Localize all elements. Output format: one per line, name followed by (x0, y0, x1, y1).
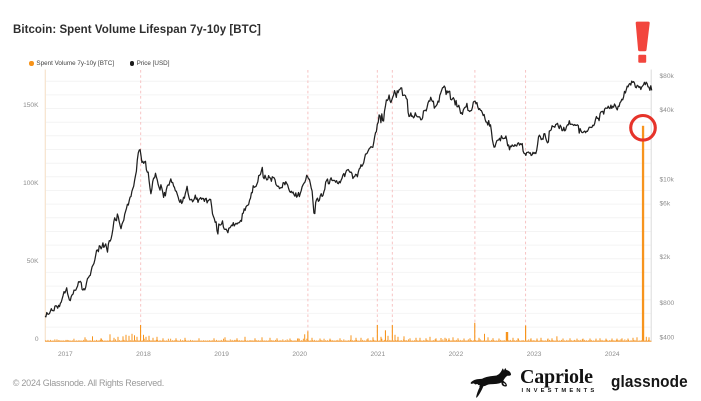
svg-text:2017: 2017 (58, 351, 73, 358)
svg-text:100K: 100K (23, 180, 39, 187)
svg-text:$80k: $80k (660, 73, 675, 80)
svg-text:2023: 2023 (527, 351, 542, 358)
svg-text:0: 0 (35, 336, 39, 343)
svg-text:$800: $800 (660, 300, 675, 307)
svg-text:2019: 2019 (214, 351, 229, 358)
svg-text:$6k: $6k (660, 201, 671, 208)
svg-text:150K: 150K (23, 102, 39, 109)
svg-text:2020: 2020 (292, 351, 307, 358)
svg-text:2022: 2022 (449, 351, 464, 358)
svg-text:$400: $400 (660, 335, 675, 342)
svg-text:$2k: $2k (660, 254, 671, 261)
svg-text:50K: 50K (27, 258, 39, 265)
svg-text:2021: 2021 (370, 351, 385, 358)
svg-text:$10k: $10k (660, 177, 675, 184)
svg-text:2024: 2024 (605, 351, 620, 358)
svg-text:2018: 2018 (136, 351, 151, 358)
svg-text:$40k: $40k (660, 107, 675, 114)
